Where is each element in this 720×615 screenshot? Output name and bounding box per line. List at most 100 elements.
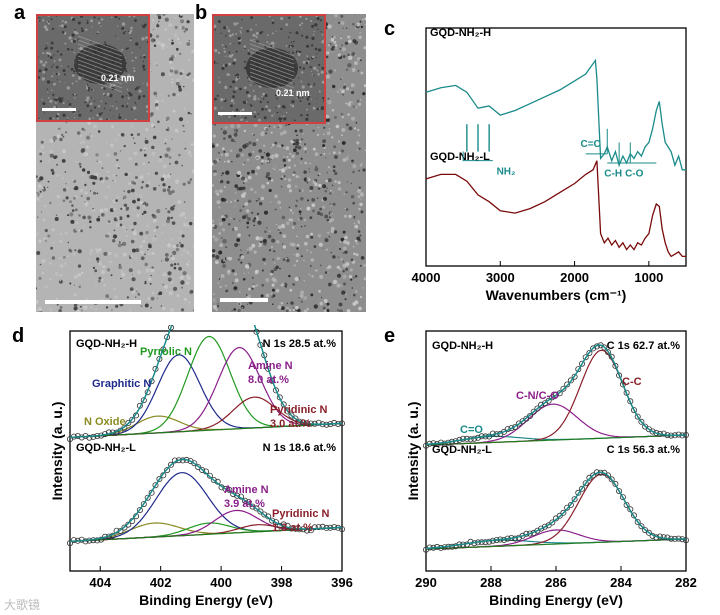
data-point bbox=[527, 530, 534, 537]
inset-noise bbox=[318, 63, 321, 66]
tem-particle bbox=[79, 165, 82, 168]
inset-noise bbox=[301, 85, 305, 89]
tem-particle bbox=[306, 249, 309, 252]
tem-particle bbox=[122, 225, 126, 229]
tem-particle bbox=[171, 78, 174, 80]
tem-particle bbox=[264, 159, 268, 163]
tem-particle bbox=[355, 253, 359, 257]
tem-particle bbox=[190, 289, 194, 294]
inset-noise bbox=[38, 19, 39, 21]
inset-noise bbox=[234, 86, 238, 90]
inset-noise bbox=[233, 42, 235, 44]
tem-particle bbox=[327, 231, 330, 234]
tem-particle bbox=[338, 302, 343, 307]
inset-noise bbox=[274, 42, 276, 44]
tem-particle bbox=[268, 125, 271, 128]
tem-particle bbox=[272, 258, 275, 261]
inset-noise bbox=[306, 44, 309, 48]
inset-noise bbox=[218, 76, 220, 79]
tem-particle bbox=[56, 303, 59, 306]
data-point bbox=[534, 405, 541, 412]
tem-particle bbox=[354, 275, 358, 278]
inset-noise bbox=[52, 64, 54, 66]
tem-particle bbox=[270, 201, 272, 203]
tem-particle bbox=[55, 214, 58, 216]
tem-particle bbox=[345, 27, 348, 29]
data-point bbox=[66, 540, 73, 547]
tem-particle bbox=[115, 255, 118, 258]
inset-noise bbox=[44, 68, 48, 71]
tem-particle bbox=[128, 268, 133, 273]
tem-particle bbox=[341, 134, 343, 137]
tem-particle bbox=[359, 264, 362, 267]
tem-particle bbox=[219, 243, 224, 248]
tem-particle bbox=[342, 260, 345, 263]
inset-noise bbox=[266, 41, 269, 44]
tem-particle bbox=[123, 203, 128, 208]
tem-particle bbox=[147, 297, 151, 301]
tem-particle bbox=[288, 274, 291, 278]
tem-particle bbox=[360, 198, 362, 200]
inset-noise bbox=[227, 29, 231, 33]
tem-particle bbox=[155, 34, 160, 38]
tem-particle bbox=[333, 230, 338, 234]
tem-particle bbox=[312, 179, 314, 182]
tem-particle bbox=[86, 170, 91, 174]
data-point bbox=[616, 488, 623, 495]
tem-particle bbox=[217, 151, 220, 154]
inset-noise bbox=[125, 105, 128, 108]
tem-particle bbox=[152, 236, 157, 242]
tem-particle bbox=[212, 162, 214, 166]
tem-particle bbox=[298, 175, 301, 178]
tem-particle bbox=[154, 61, 158, 65]
tem-particle bbox=[77, 264, 82, 268]
tem-particle bbox=[173, 54, 177, 58]
inset-noise bbox=[122, 32, 125, 35]
tem-particle bbox=[221, 172, 224, 175]
inset-noise bbox=[317, 48, 322, 52]
tem-particle bbox=[218, 232, 222, 235]
x-tick-label: 1000 bbox=[634, 270, 663, 285]
tem-particle bbox=[182, 182, 186, 186]
tem-particle bbox=[326, 171, 328, 174]
inset-noise bbox=[73, 70, 76, 73]
tem-particle bbox=[292, 143, 296, 146]
inset-noise bbox=[74, 93, 76, 96]
tem-particle bbox=[234, 272, 238, 276]
tem-particle bbox=[323, 152, 326, 155]
inset-noise bbox=[288, 51, 290, 53]
tem-particle bbox=[256, 212, 260, 216]
inset-noise bbox=[283, 115, 285, 118]
tem-particle bbox=[279, 132, 284, 136]
tem-particle bbox=[193, 309, 194, 311]
tem-particle bbox=[322, 205, 325, 209]
inset-noise bbox=[101, 86, 103, 89]
tem-particle bbox=[56, 134, 61, 138]
tem-particle bbox=[286, 184, 292, 189]
inset-noise bbox=[38, 76, 41, 79]
inset-noise bbox=[85, 86, 89, 90]
inset-noise bbox=[288, 16, 291, 19]
tem-particle bbox=[356, 99, 360, 103]
tem-particle bbox=[345, 87, 350, 91]
tem-particle bbox=[246, 266, 250, 269]
tem-particle bbox=[183, 249, 187, 253]
tem-particle bbox=[142, 162, 146, 165]
tem-particle bbox=[332, 202, 336, 206]
tem-particle bbox=[237, 258, 241, 261]
tem-particle bbox=[155, 225, 159, 229]
inset-noise bbox=[87, 89, 90, 92]
tem-particle bbox=[317, 174, 320, 177]
inset-noise bbox=[235, 108, 239, 111]
inset-noise bbox=[143, 68, 146, 71]
inset-noise bbox=[307, 90, 310, 93]
inset-noise bbox=[214, 28, 217, 31]
inset-noise bbox=[307, 83, 310, 86]
tem-particle bbox=[350, 83, 355, 88]
tem-particle bbox=[270, 147, 272, 149]
tem-particle bbox=[175, 47, 179, 51]
inset-noise bbox=[294, 119, 296, 122]
inset-noise bbox=[311, 70, 313, 72]
inset-noise bbox=[313, 74, 315, 77]
inset-noise bbox=[86, 83, 89, 86]
